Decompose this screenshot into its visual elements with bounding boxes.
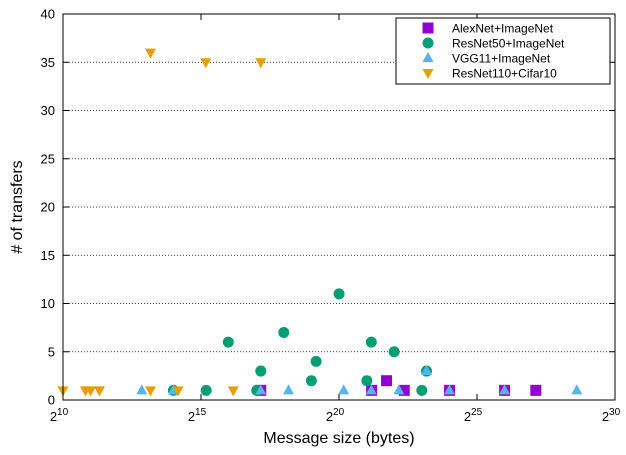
grid-lines: [63, 61, 615, 353]
data-point: [365, 384, 377, 395]
data-point: [136, 384, 148, 395]
data-point: [255, 384, 267, 395]
data-point: [145, 48, 157, 59]
x-tick-label: 225: [464, 407, 483, 424]
data-point: [365, 336, 377, 348]
x-axis-title: Message size (bytes): [263, 430, 414, 447]
legend-label: VGG11+ImageNet: [452, 52, 551, 66]
data-points: [57, 48, 583, 397]
y-tick-label: 15: [41, 248, 55, 263]
data-point: [227, 386, 239, 397]
x-tick-label: 210: [50, 407, 69, 424]
x-tick-label: 220: [326, 407, 345, 424]
y-tick-label: 40: [41, 7, 55, 22]
y-tick-label: 25: [41, 151, 55, 166]
data-point: [222, 336, 234, 348]
data-point: [85, 386, 97, 397]
data-point: [200, 58, 212, 69]
legend-swatch: [422, 69, 434, 79]
data-point: [393, 384, 405, 395]
data-point: [305, 375, 317, 387]
data-point: [443, 384, 455, 395]
data-point: [283, 384, 295, 395]
data-point: [278, 326, 290, 338]
legend-box: [395, 17, 611, 85]
data-point: [530, 384, 542, 396]
data-point: [381, 375, 393, 387]
data-point: [416, 384, 428, 396]
data-point: [200, 384, 212, 396]
legend: AlexNet+ImageNetResNet50+ImageNetVGG11+I…: [395, 17, 611, 85]
data-point: [310, 355, 322, 367]
data-point: [571, 384, 583, 395]
x-tick-label: 215: [188, 407, 207, 424]
axis-ticks: 0 5 10 15 20 25 30 35 40 210 215 220 225 230: [41, 7, 621, 425]
data-point: [145, 386, 157, 397]
y-tick-label: 0: [48, 393, 55, 408]
x-tick-label: 230: [602, 407, 621, 424]
data-point: [361, 375, 373, 387]
y-tick-label: 30: [41, 103, 55, 118]
legend-label: ResNet110+Cifar10: [452, 67, 557, 81]
legend-swatch: [422, 22, 434, 34]
legend-swatch: [422, 37, 434, 49]
y-tick-label: 20: [41, 200, 55, 215]
legend-label: ResNet50+ImageNet: [452, 37, 565, 51]
data-point: [398, 384, 410, 396]
data-point: [421, 365, 433, 376]
data-point: [333, 288, 345, 300]
y-tick-label: 10: [41, 296, 55, 311]
data-point: [255, 365, 267, 377]
y-tick-label: 35: [41, 55, 55, 70]
data-point: [255, 58, 267, 69]
y-tick-label: 5: [48, 344, 55, 359]
legend-label: AlexNet+ImageNet: [452, 22, 554, 36]
data-point: [172, 386, 184, 397]
legend-swatch: [422, 52, 434, 62]
y-axis-title: # of transfers: [9, 160, 26, 253]
data-point: [93, 386, 105, 397]
data-point: [338, 384, 350, 395]
data-point: [499, 384, 511, 395]
data-point: [388, 346, 400, 358]
